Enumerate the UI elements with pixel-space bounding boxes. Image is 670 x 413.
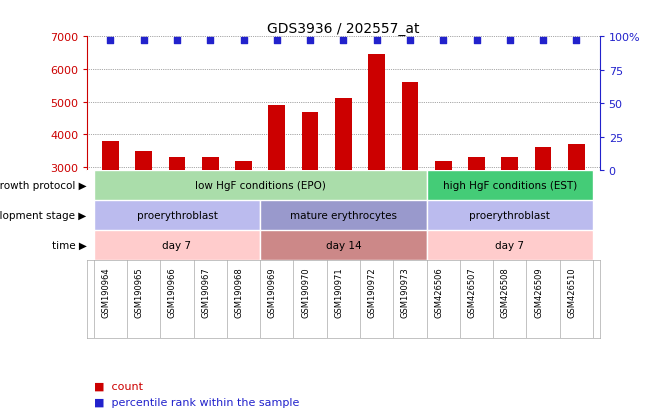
Point [305,37,316,44]
Text: GSM190965: GSM190965 [135,266,143,317]
Point [271,37,282,44]
Text: development stage ▶: development stage ▶ [0,211,86,221]
Point [338,37,348,44]
Bar [427,230,593,260]
Bar [535,148,551,266]
Title: GDS3936 / 202557_at: GDS3936 / 202557_at [267,22,419,36]
Text: GSM426506: GSM426506 [434,266,444,317]
Text: GSM426507: GSM426507 [468,266,476,317]
Text: GSM190969: GSM190969 [268,266,277,317]
Bar [401,83,418,266]
Text: GSM190970: GSM190970 [301,266,310,317]
Bar [94,230,260,260]
Text: time ▶: time ▶ [52,240,86,250]
Bar [269,106,285,266]
Text: GSM426510: GSM426510 [567,266,576,317]
Bar [135,152,152,266]
Point [105,37,116,44]
Text: mature erythrocytes: mature erythrocytes [290,211,397,221]
Point [205,37,216,44]
Text: GSM190966: GSM190966 [168,266,177,317]
Text: GSM190971: GSM190971 [334,266,343,317]
Bar [94,171,427,201]
Text: day 7: day 7 [162,240,192,250]
Bar [501,158,518,266]
Bar [102,142,119,266]
Point [505,37,515,44]
Text: GSM190973: GSM190973 [401,266,410,317]
Point [405,37,415,44]
Text: GSM190967: GSM190967 [201,266,210,317]
Text: growth protocol ▶: growth protocol ▶ [0,181,86,191]
Text: GSM426509: GSM426509 [534,266,543,317]
Point [371,37,382,44]
Bar [335,99,352,266]
Point [538,37,549,44]
Text: high HgF conditions (EST): high HgF conditions (EST) [443,181,577,191]
Bar [427,201,593,230]
Bar [302,112,318,266]
Bar [94,201,260,230]
Bar [260,230,427,260]
Bar [435,161,452,266]
Bar [169,158,186,266]
Text: day 14: day 14 [326,240,361,250]
Bar [568,145,585,266]
Text: proerythroblast: proerythroblast [470,211,550,221]
Point [471,37,482,44]
Bar [369,55,385,266]
Text: GSM190964: GSM190964 [101,266,111,317]
Text: ■  percentile rank within the sample: ■ percentile rank within the sample [94,397,299,407]
Point [438,37,449,44]
Bar [468,158,485,266]
Text: proerythroblast: proerythroblast [137,211,217,221]
Text: day 7: day 7 [495,240,525,250]
Bar [427,171,593,201]
Text: ■  count: ■ count [94,380,143,390]
Point [238,37,249,44]
Bar [260,201,427,230]
Bar [202,158,218,266]
Text: GSM190968: GSM190968 [234,266,243,317]
Point [138,37,149,44]
Text: GSM190972: GSM190972 [368,266,377,317]
Bar [235,161,252,266]
Point [172,37,182,44]
Text: GSM426508: GSM426508 [500,266,510,317]
Point [571,37,582,44]
Text: low HgF conditions (EPO): low HgF conditions (EPO) [195,181,326,191]
